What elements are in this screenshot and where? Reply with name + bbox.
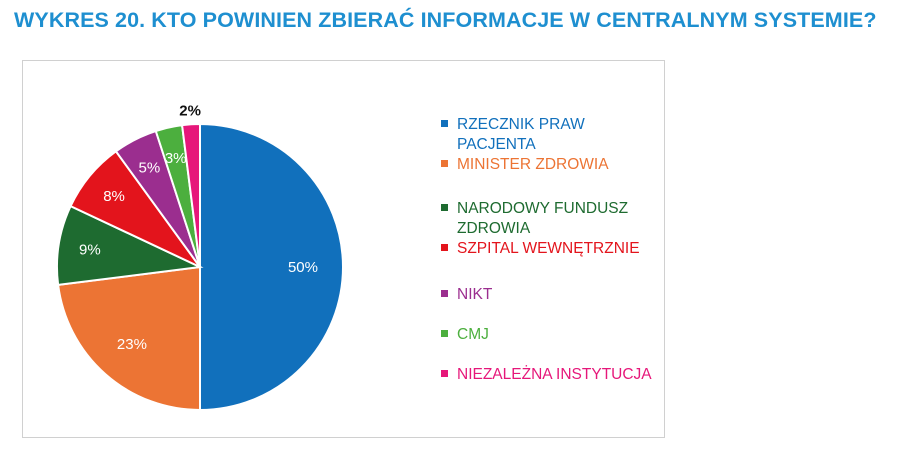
chart-title: WYKRES 20. KTO POWINIEN ZBIERAĆ INFORMAC…	[14, 8, 877, 32]
legend-label: SZPITAL WEWNĘTRZNIE	[457, 240, 640, 257]
legend-swatch	[441, 160, 448, 167]
legend-swatch	[441, 244, 448, 251]
legend-label: RZECZNIK PRAW PACJENTA	[457, 116, 585, 153]
legend-label: NIKT	[457, 286, 493, 303]
legend-item-niezalezna-instytucja: NIEZALEŻNA INSTYTUCJA	[441, 365, 661, 385]
legend-item-rzecznik-praw-pacjenta: RZECZNIK PRAW PACJENTA	[441, 115, 661, 155]
legend-swatch	[441, 370, 448, 377]
chart-frame: 50% 23% 9% 8% 5% 3% 2% RZECZNIK PRAW PACJENTA M…	[22, 60, 665, 438]
legend-item-szpital-wewnetrznie: SZPITAL WEWNĘTRZNIE	[441, 239, 661, 259]
legend-swatch	[441, 290, 448, 297]
data-label-rzecznik-praw-pacjenta: 50%	[288, 259, 318, 276]
legend-swatch	[441, 204, 448, 211]
data-label-cmj: 3%	[165, 150, 187, 167]
pie-slice-minister-zdrowia	[57, 265, 201, 412]
legend-swatch	[441, 120, 448, 127]
legend-label: MINISTER ZDROWIA	[457, 156, 609, 173]
pie-slice-niezalezna-instytucja	[180, 122, 201, 268]
legend-swatch	[441, 330, 448, 337]
legend-label: CMJ	[457, 326, 489, 343]
data-label-niezalezna-instytucja: 2%	[179, 102, 201, 119]
legend-item-narodowy-fundusz-zdrowia: NARODOWY FUNDUSZ ZDROWIA	[441, 199, 661, 239]
legend-label: NIEZALEŻNA INSTYTUCJA	[457, 366, 652, 383]
legend-item-cmj: CMJ	[441, 325, 661, 345]
data-label-narodowy-fundusz-zdrowia: 9%	[79, 242, 101, 259]
data-label-szpital-wewnetrznie: 8%	[103, 188, 125, 205]
legend-item-minister-zdrowia: MINISTER ZDROWIA	[441, 155, 661, 175]
legend-item-nikt: NIKT	[441, 285, 661, 305]
data-label-nikt: 5%	[139, 160, 161, 177]
pie-slice-rzecznik-praw-pacjenta	[199, 122, 344, 412]
legend-label: NARODOWY FUNDUSZ ZDROWIA	[457, 200, 629, 237]
data-label-minister-zdrowia: 23%	[117, 336, 147, 353]
pie-chart: 50% 23% 9% 8% 5%3% 2%	[56, 102, 344, 412]
pie-slice-narodowy-fundusz-zdrowia	[56, 204, 204, 287]
